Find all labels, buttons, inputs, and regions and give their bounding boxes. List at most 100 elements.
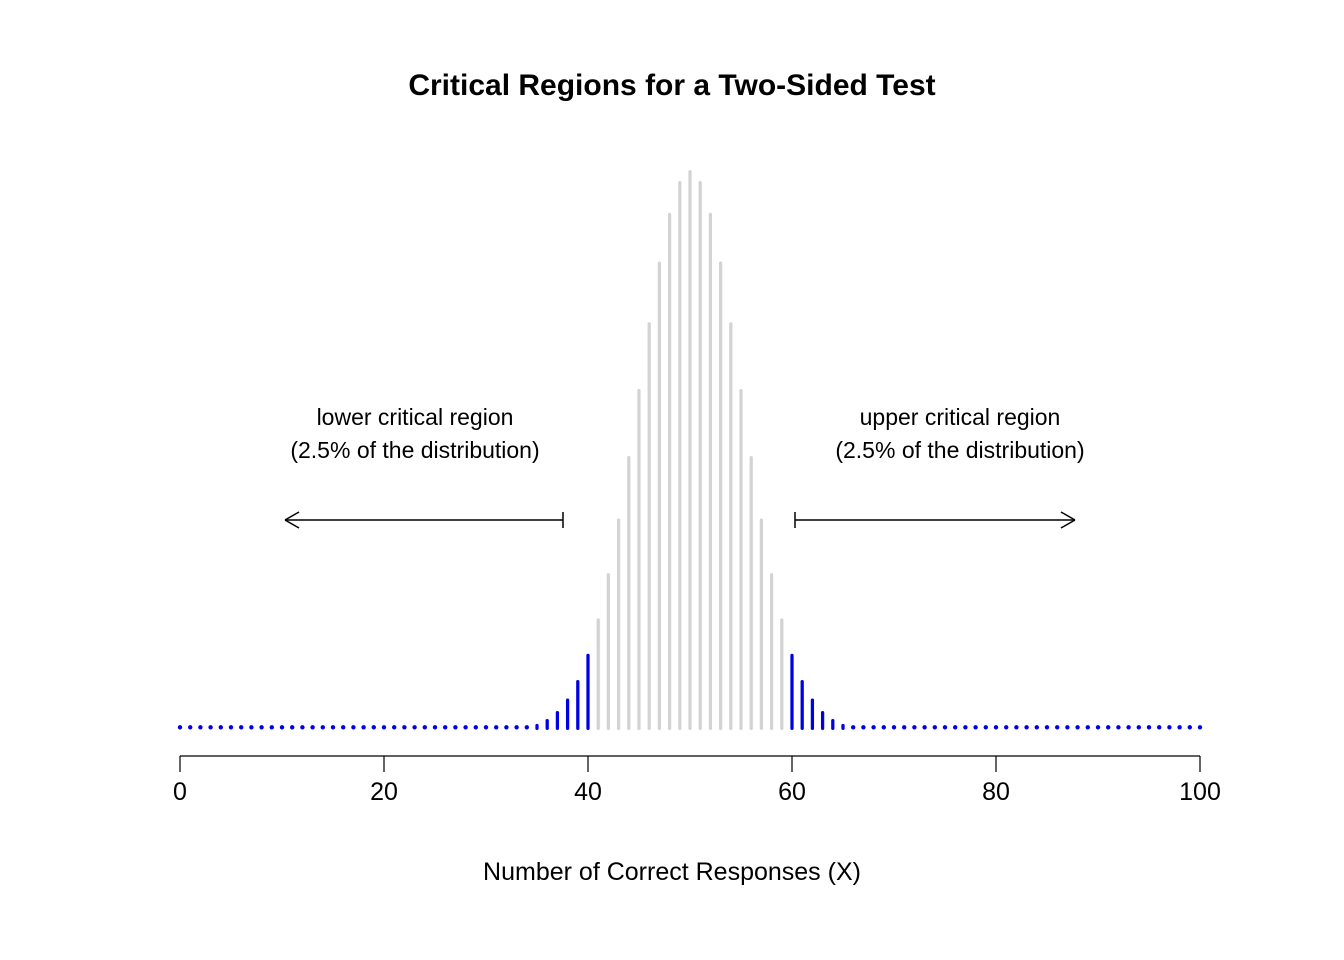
- distribution-bar-critical: [801, 680, 804, 730]
- lower-critical-region-label: lower critical region: [317, 404, 514, 430]
- distribution-dot: [851, 725, 855, 729]
- distribution-bar-critical: [821, 711, 824, 730]
- distribution-dot: [1096, 725, 1100, 729]
- distribution-dot: [443, 725, 447, 729]
- distribution-bar-critical: [831, 719, 834, 730]
- distribution-dot: [259, 725, 263, 729]
- distribution-bar: [617, 518, 620, 730]
- distribution-dot: [412, 725, 416, 729]
- distribution-dot: [1167, 725, 1171, 729]
- distribution-dot: [871, 725, 875, 729]
- distribution-dot: [1004, 725, 1008, 729]
- distribution-dot: [1045, 725, 1049, 729]
- upper-critical-region-sublabel: (2.5% of the distribution): [835, 437, 1084, 463]
- distribution-bar: [770, 573, 773, 730]
- distribution-bar-critical: [811, 699, 814, 730]
- distribution-dot: [423, 725, 427, 729]
- chart-svg: Critical Regions for a Two-Sided Test 0 20…: [0, 0, 1344, 960]
- distribution-dot: [933, 725, 937, 729]
- distribution-bar: [648, 322, 651, 730]
- distribution-bar-critical: [790, 654, 793, 730]
- x-axis-tick-label: 0: [173, 778, 187, 806]
- distribution-dot: [361, 725, 365, 729]
- distribution-bar-critical: [535, 724, 538, 730]
- distribution-dot: [1086, 725, 1090, 729]
- x-axis-tick-label: 100: [1179, 778, 1221, 806]
- distribution-bar: [627, 456, 630, 730]
- distribution-dot: [922, 725, 926, 729]
- distribution-dot: [249, 725, 253, 729]
- distribution-dot: [494, 725, 498, 729]
- upper-critical-region-label: upper critical region: [860, 404, 1061, 430]
- distribution-dot: [504, 725, 508, 729]
- distribution-dot: [219, 725, 223, 729]
- distribution-bar-critical: [841, 724, 844, 730]
- distribution-dot: [953, 725, 957, 729]
- distribution-dot: [973, 725, 977, 729]
- distribution-dot: [1024, 725, 1028, 729]
- distribution-dot: [453, 725, 457, 729]
- distribution-bar: [597, 618, 600, 730]
- distribution-dot: [280, 725, 284, 729]
- distribution-bar: [699, 181, 702, 730]
- distribution-dot: [270, 725, 274, 729]
- distribution-dot: [382, 725, 386, 729]
- distribution-dot: [474, 725, 478, 729]
- distribution-dot: [300, 725, 304, 729]
- distribution-dot: [463, 725, 467, 729]
- distribution-dot: [912, 725, 916, 729]
- distribution-dot: [188, 725, 192, 729]
- distribution-dot: [892, 725, 896, 729]
- distribution-dot: [984, 725, 988, 729]
- x-axis-label: Number of Correct Responses (X): [483, 858, 861, 886]
- chart-container: Critical Regions for a Two-Sided Test 0 20…: [0, 0, 1344, 960]
- distribution-bar: [719, 262, 722, 730]
- distribution-dot: [1014, 725, 1018, 729]
- distribution-dot: [902, 725, 906, 729]
- distribution-bar-critical: [586, 654, 589, 730]
- distribution-dot: [310, 725, 314, 729]
- distribution-dot: [484, 725, 488, 729]
- distribution-dot: [1116, 725, 1120, 729]
- distribution-dot: [198, 725, 202, 729]
- distribution-bar-critical: [576, 680, 579, 730]
- distribution-bar: [607, 573, 610, 730]
- distribution-dot: [1055, 725, 1059, 729]
- distribution-dot: [1137, 725, 1141, 729]
- x-axis-tick-label: 40: [574, 778, 602, 806]
- distribution-dot: [229, 725, 233, 729]
- distribution-dot: [1126, 725, 1130, 729]
- distribution-dot: [1065, 725, 1069, 729]
- distribution-bar: [688, 170, 691, 730]
- distribution-dot: [392, 725, 396, 729]
- distribution-dot: [239, 725, 243, 729]
- distribution-dot: [372, 725, 376, 729]
- chart-title: Critical Regions for a Two-Sided Test: [408, 69, 935, 102]
- distribution-dot: [525, 725, 529, 729]
- distribution-dot: [178, 725, 182, 729]
- distribution-dot: [290, 725, 294, 729]
- distribution-bar: [709, 213, 712, 730]
- distribution-dot: [433, 725, 437, 729]
- distribution-dot: [1157, 725, 1161, 729]
- distribution-bar: [678, 181, 681, 730]
- distribution-bar: [668, 213, 671, 730]
- distribution-bar: [750, 456, 753, 730]
- distribution-bar-critical: [556, 711, 559, 730]
- distribution-dot: [331, 725, 335, 729]
- distribution-dot: [943, 725, 947, 729]
- distribution-bar: [637, 389, 640, 730]
- distribution-dot: [321, 725, 325, 729]
- distribution-dot: [1075, 725, 1079, 729]
- distribution-dot: [208, 725, 212, 729]
- distribution-dot: [994, 725, 998, 729]
- distribution-dot: [1106, 725, 1110, 729]
- distribution-bar: [729, 322, 732, 730]
- distribution-dot: [1188, 725, 1192, 729]
- distribution-bar: [780, 618, 783, 730]
- distribution-dot: [351, 725, 355, 729]
- x-axis-tick-label: 20: [370, 778, 398, 806]
- lower-critical-region-sublabel: (2.5% of the distribution): [290, 437, 539, 463]
- distribution-dot: [882, 725, 886, 729]
- chart-background: [0, 0, 1344, 960]
